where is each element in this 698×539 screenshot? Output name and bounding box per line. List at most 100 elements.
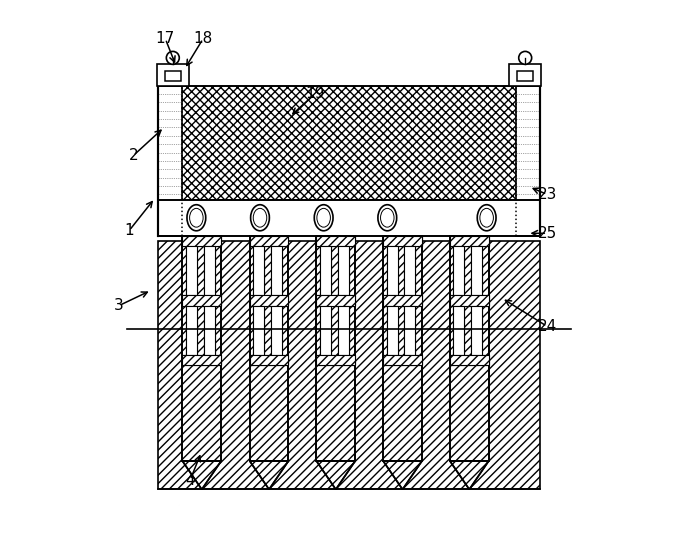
Bar — [182, 236, 221, 461]
Bar — [250, 236, 288, 246]
Ellipse shape — [519, 51, 532, 64]
Bar — [182, 355, 221, 365]
Bar — [204, 246, 214, 295]
Ellipse shape — [378, 205, 396, 231]
Bar — [320, 306, 331, 355]
Bar — [387, 246, 398, 295]
Bar — [450, 355, 489, 365]
Bar — [450, 236, 489, 461]
Ellipse shape — [477, 205, 496, 231]
Ellipse shape — [317, 209, 330, 227]
Bar — [250, 236, 288, 461]
Bar — [204, 246, 214, 295]
Bar — [383, 236, 422, 461]
Text: 24: 24 — [537, 319, 557, 334]
Bar — [316, 236, 355, 246]
Bar — [454, 246, 464, 295]
Bar — [250, 295, 288, 306]
Bar — [316, 355, 355, 365]
Bar — [404, 246, 415, 295]
Polygon shape — [450, 461, 489, 489]
Bar — [404, 306, 415, 355]
Bar — [383, 355, 422, 365]
Bar — [253, 246, 265, 295]
Bar — [454, 306, 464, 355]
Text: 1: 1 — [124, 223, 134, 238]
Bar — [387, 246, 398, 295]
Bar — [316, 295, 355, 306]
Bar — [186, 306, 197, 355]
Bar — [253, 306, 265, 355]
Bar — [250, 236, 288, 246]
Bar — [182, 295, 221, 306]
Bar — [158, 199, 540, 236]
Bar — [338, 246, 348, 295]
Polygon shape — [182, 461, 221, 489]
Ellipse shape — [190, 209, 203, 227]
Ellipse shape — [314, 205, 333, 231]
Bar — [320, 246, 331, 295]
Bar — [450, 236, 489, 246]
Bar — [404, 306, 415, 355]
Bar — [182, 295, 221, 306]
Bar — [182, 236, 221, 461]
Bar — [450, 295, 489, 306]
Ellipse shape — [187, 205, 206, 231]
Bar — [253, 306, 265, 355]
Bar — [271, 246, 282, 295]
Bar — [186, 246, 197, 295]
Bar — [250, 295, 288, 306]
Bar — [471, 246, 482, 295]
Text: 17: 17 — [156, 31, 175, 46]
Bar — [182, 236, 221, 246]
Bar — [186, 246, 197, 295]
Bar — [316, 236, 355, 461]
Bar — [404, 246, 415, 295]
Bar — [320, 306, 331, 355]
Bar — [271, 246, 282, 295]
Bar — [450, 236, 489, 461]
Bar — [320, 246, 331, 295]
Bar — [338, 306, 348, 355]
Bar — [204, 306, 214, 355]
Bar — [253, 246, 265, 295]
Bar — [156, 64, 189, 86]
Bar — [454, 306, 464, 355]
Bar — [387, 306, 398, 355]
Text: 25: 25 — [537, 226, 557, 241]
Bar — [271, 306, 282, 355]
Bar — [450, 295, 489, 306]
Bar — [182, 236, 221, 246]
Bar — [383, 355, 422, 365]
Bar — [471, 246, 482, 295]
Bar — [182, 355, 221, 365]
Ellipse shape — [380, 209, 394, 227]
Bar — [383, 236, 422, 246]
Polygon shape — [383, 461, 422, 489]
Bar — [509, 64, 542, 86]
Bar — [158, 86, 540, 199]
Ellipse shape — [251, 205, 269, 231]
Bar — [182, 86, 516, 199]
Text: 4: 4 — [186, 473, 195, 488]
Polygon shape — [250, 461, 288, 489]
Bar — [316, 236, 355, 246]
Text: 18: 18 — [193, 31, 213, 46]
Bar — [250, 355, 288, 365]
Bar — [338, 306, 348, 355]
Bar — [338, 246, 348, 295]
Text: 2: 2 — [128, 148, 138, 163]
Bar — [316, 236, 355, 461]
Bar — [517, 71, 533, 81]
Bar — [316, 355, 355, 365]
Bar — [165, 71, 181, 81]
Ellipse shape — [480, 209, 493, 227]
Bar — [316, 295, 355, 306]
Bar — [450, 355, 489, 365]
Text: 19: 19 — [306, 86, 325, 101]
Bar — [471, 306, 482, 355]
Bar — [250, 236, 288, 461]
Bar — [204, 306, 214, 355]
Ellipse shape — [166, 51, 179, 64]
Bar — [454, 246, 464, 295]
